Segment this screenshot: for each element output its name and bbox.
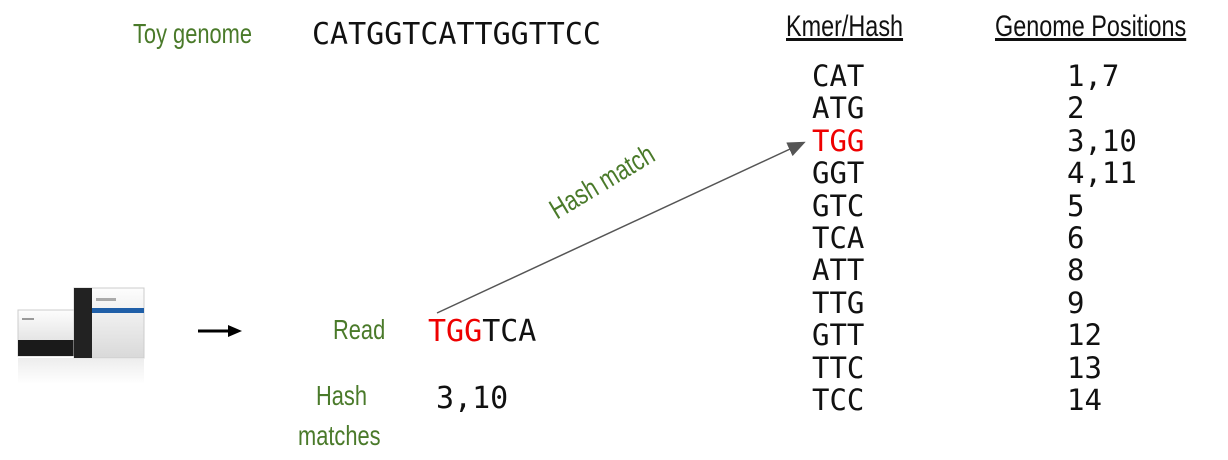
kmer-entry: TTC (812, 350, 865, 385)
kmer-entry: TCA (812, 220, 865, 255)
read-rest: TCA (482, 314, 537, 349)
kmer-entry: TCC (812, 382, 865, 417)
kmer-entry: GTT (812, 318, 865, 353)
position-entry: 13 (1067, 350, 1102, 385)
kmer-column: CAT ATG TGG GGT GTC TCA ATT TTG GTT TTC TCC (812, 59, 865, 417)
sequencer-machine-icon (17, 287, 145, 384)
right-arrow-icon (198, 325, 242, 337)
hash-matches-value: 3,10 (436, 381, 509, 416)
kmer-hash-header: Kmer/Hash (786, 10, 904, 43)
hash-matches-label-line1: Hash (316, 380, 367, 411)
kmer-entry: ATT (812, 253, 865, 288)
position-entry: 9 (1067, 285, 1085, 320)
read-sequence: TGGTCA (428, 317, 536, 347)
hash-matches-label-line2: matches (298, 420, 381, 451)
hash-match-arrow (436, 141, 806, 314)
kmer-entry: GTC (812, 188, 865, 223)
position-entry: 3,10 (1067, 123, 1137, 158)
kmer-entry: TGG (812, 123, 865, 158)
kmer-entry: TTG (812, 285, 865, 320)
kmer-entry: GGT (812, 156, 865, 191)
kmer-entry: CAT (812, 59, 865, 93)
position-entry: 14 (1067, 382, 1102, 417)
position-entry: 4,11 (1067, 156, 1137, 191)
position-entry: 6 (1067, 220, 1085, 255)
position-entry: 1,7 (1067, 59, 1120, 93)
kmer-entry: ATG (812, 91, 865, 126)
genome-positions-header: Genome Positions (995, 10, 1187, 43)
position-entry: 8 (1067, 253, 1085, 288)
toy-genome-label: Toy genome (133, 18, 252, 49)
position-entry: 12 (1067, 318, 1102, 353)
read-matched-kmer: TGG (428, 314, 483, 349)
position-entry: 2 (1067, 91, 1085, 126)
position-entry: 5 (1067, 188, 1085, 223)
toy-genome-sequence: CATGGTCATTGGTTCC (312, 17, 601, 52)
positions-column: 1,7 2 3,10 4,11 5 6 8 9 12 13 14 (1067, 59, 1137, 417)
read-label: Read (333, 314, 386, 345)
